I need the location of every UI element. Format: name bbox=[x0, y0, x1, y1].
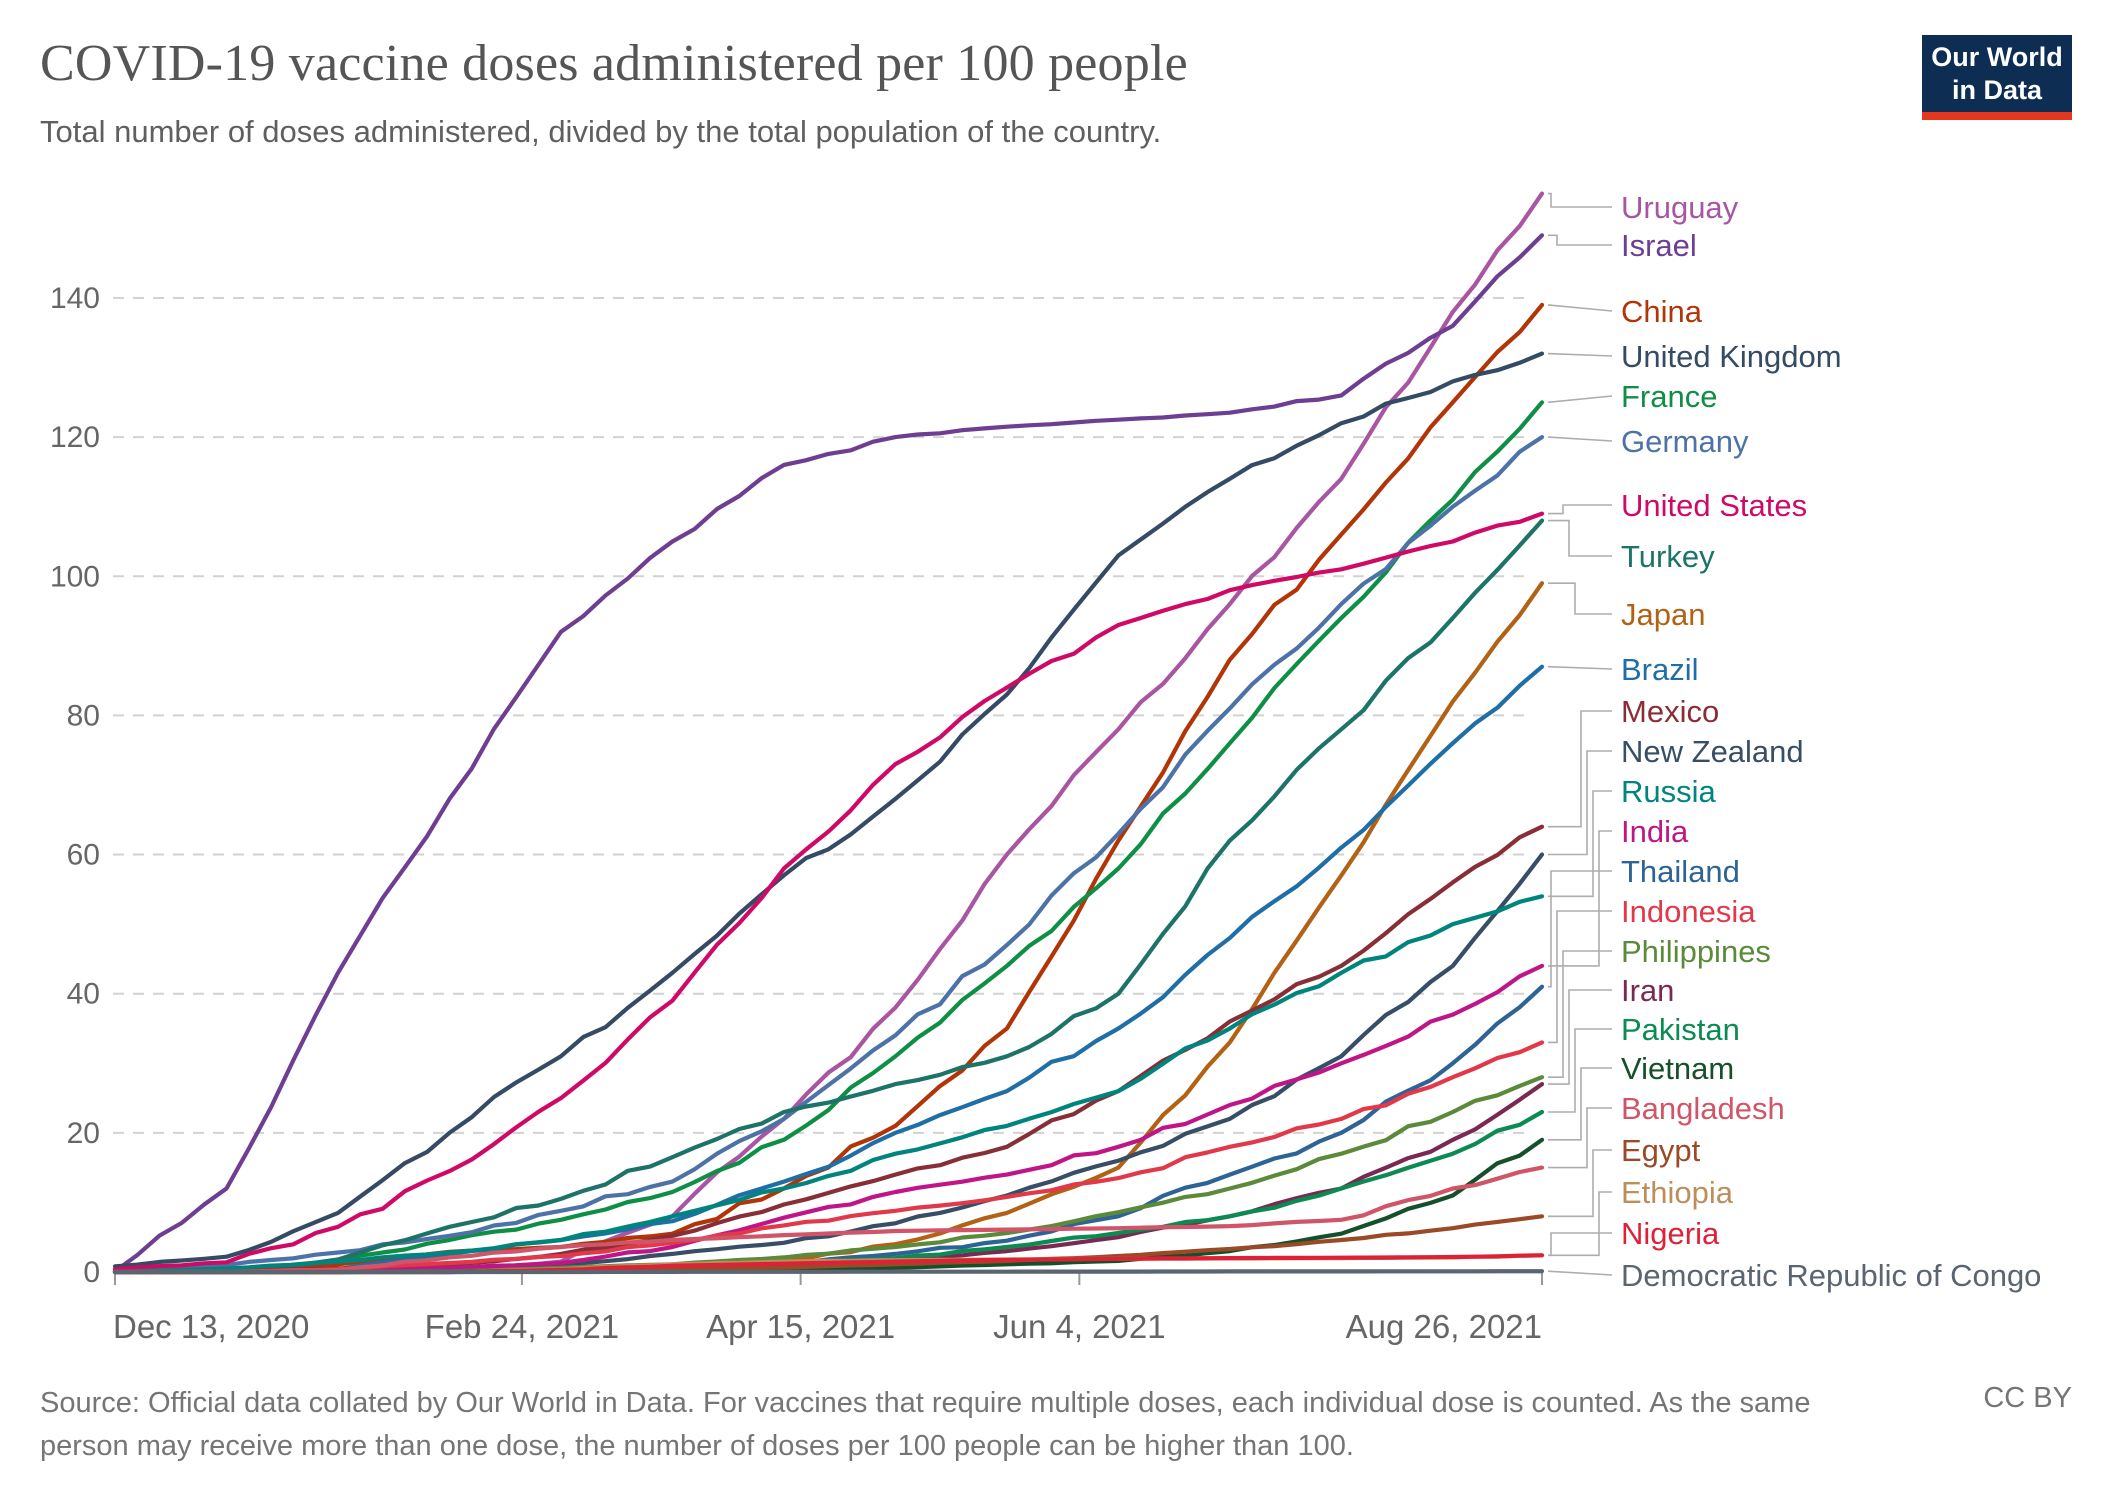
legend-label-iran[interactable]: Iran bbox=[1621, 973, 1674, 1008]
series-line-united-kingdom[interactable] bbox=[112, 351, 1545, 1269]
x-tick-label-aug-26-2021: Aug 26, 2021 bbox=[1346, 1308, 1542, 1345]
legend-label-new-zealand[interactable]: New Zealand bbox=[1621, 734, 1804, 769]
legend-label-indonesia[interactable]: Indonesia bbox=[1621, 894, 1756, 929]
y-tick-label-100: 100 bbox=[50, 560, 100, 593]
x-tick-label-dec-13-2020: Dec 13, 2020 bbox=[113, 1308, 309, 1345]
series-line-china[interactable] bbox=[112, 302, 1545, 1274]
legend-label-pakistan[interactable]: Pakistan bbox=[1621, 1012, 1740, 1047]
owid-logo[interactable]: Our World in Data bbox=[1922, 35, 2072, 120]
source-note-line1: Source: Official data collated by Our Wo… bbox=[40, 1387, 1811, 1419]
legend-label-vietnam[interactable]: Vietnam bbox=[1621, 1051, 1734, 1086]
legend-label-philippines[interactable]: Philippines bbox=[1621, 934, 1771, 969]
series-line-turkey[interactable] bbox=[112, 518, 1545, 1275]
legend-label-united-states[interactable]: United States bbox=[1621, 488, 1807, 523]
legend-label-japan[interactable]: Japan bbox=[1621, 597, 1705, 632]
y-tick-label-20: 20 bbox=[67, 1117, 100, 1150]
series-line-germany[interactable] bbox=[112, 435, 1545, 1275]
legend-label-russia[interactable]: Russia bbox=[1621, 774, 1717, 809]
legend-leader-united-states bbox=[1548, 504, 1612, 515]
legend-label-united-kingdom[interactable]: United Kingdom bbox=[1621, 339, 1842, 374]
series-line-new-zealand[interactable] bbox=[112, 852, 1545, 1275]
legend-label-nigeria[interactable]: Nigeria bbox=[1621, 1216, 1720, 1251]
legend-label-democratic-republic-of-congo[interactable]: Democratic Republic of Congo bbox=[1621, 1258, 2041, 1293]
legend-label-brazil[interactable]: Brazil bbox=[1621, 652, 1699, 687]
y-tick-label-80: 80 bbox=[67, 699, 100, 732]
legend-label-uruguay[interactable]: Uruguay bbox=[1621, 190, 1739, 225]
series-line-brazil[interactable] bbox=[112, 664, 1545, 1275]
legend-leader-vietnam bbox=[1548, 1067, 1612, 1141]
series-line-india[interactable] bbox=[112, 963, 1545, 1275]
legend-leader-china bbox=[1547, 304, 1613, 312]
legend-leader-india bbox=[1548, 830, 1612, 967]
y-tick-label-40: 40 bbox=[67, 978, 100, 1011]
legend-label-france[interactable]: France bbox=[1621, 379, 1717, 414]
legend-leader-israel bbox=[1548, 234, 1612, 246]
source-note: Source: Official data collated by Our Wo… bbox=[40, 1382, 1810, 1468]
series-line-france[interactable] bbox=[112, 400, 1545, 1275]
series-line-bangladesh[interactable] bbox=[112, 1165, 1545, 1275]
series-line-democratic-republic-of-congo[interactable] bbox=[112, 1269, 1545, 1275]
legend-leader-uruguay bbox=[1548, 192, 1612, 208]
legend-leader-russia bbox=[1548, 790, 1612, 898]
legend-leader-thailand bbox=[1548, 870, 1612, 988]
legend-leader-mexico bbox=[1548, 710, 1612, 828]
legend-leader-japan bbox=[1548, 582, 1612, 615]
legend-leader-france bbox=[1547, 395, 1613, 404]
legend-leader-democratic-republic-of-congo bbox=[1547, 1270, 1613, 1276]
series-line-russia[interactable] bbox=[112, 894, 1545, 1275]
legend-leader-germany bbox=[1547, 436, 1613, 442]
legend-label-india[interactable]: India bbox=[1621, 814, 1689, 849]
legend-label-germany[interactable]: Germany bbox=[1621, 424, 1749, 459]
owid-logo-line2: in Data bbox=[1951, 74, 2043, 105]
legend-leader-ethiopia bbox=[1548, 1191, 1612, 1257]
legend-leader-pakistan bbox=[1548, 1028, 1612, 1113]
legend-label-turkey[interactable]: Turkey bbox=[1621, 539, 1715, 574]
legend-leader-iran bbox=[1548, 989, 1612, 1085]
legend-leader-nigeria bbox=[1548, 1232, 1612, 1257]
legend-leader-united-kingdom bbox=[1547, 352, 1613, 357]
owid-logo-line1: Our World bbox=[1931, 41, 2063, 72]
x-tick-label-apr-15-2021: Apr 15, 2021 bbox=[706, 1308, 895, 1345]
chart-subtitle: Total number of doses administered, divi… bbox=[40, 114, 1162, 149]
legend-leader-indonesia bbox=[1548, 910, 1612, 1044]
y-tick-label-60: 60 bbox=[67, 839, 100, 872]
legend-label-egypt[interactable]: Egypt bbox=[1621, 1133, 1701, 1168]
legend-label-mexico[interactable]: Mexico bbox=[1621, 694, 1719, 729]
legend-leader-bangladesh bbox=[1548, 1107, 1612, 1169]
page-title: COVID-19 vaccine doses administered per … bbox=[40, 35, 1188, 92]
legend-leader-brazil bbox=[1547, 665, 1613, 670]
license-link[interactable]: CC BY bbox=[1983, 1382, 2072, 1414]
legend-label-bangladesh[interactable]: Bangladesh bbox=[1621, 1091, 1785, 1126]
x-tick-label-jun-4-2021: Jun 4, 2021 bbox=[993, 1308, 1165, 1345]
series-line-israel[interactable] bbox=[112, 233, 1545, 1274]
x-tick-label-feb-24-2021: Feb 24, 2021 bbox=[425, 1308, 620, 1345]
legend-leader-egypt bbox=[1548, 1149, 1612, 1218]
legend-leader-new-zealand bbox=[1548, 750, 1612, 856]
legend-label-china[interactable]: China bbox=[1621, 294, 1703, 329]
legend-leader-philippines bbox=[1548, 950, 1612, 1078]
legend-label-thailand[interactable]: Thailand bbox=[1621, 854, 1740, 889]
legend-label-israel[interactable]: Israel bbox=[1621, 228, 1697, 263]
legend-leader-turkey bbox=[1548, 519, 1612, 557]
series-line-united-states[interactable] bbox=[112, 511, 1545, 1272]
y-tick-label-120: 120 bbox=[50, 421, 100, 454]
source-note-line2: person may receive more than one dose, t… bbox=[40, 1430, 1354, 1462]
legend-label-ethiopia[interactable]: Ethiopia bbox=[1621, 1175, 1734, 1210]
y-tick-label-0: 0 bbox=[83, 1256, 100, 1289]
y-tick-label-140: 140 bbox=[50, 282, 100, 315]
